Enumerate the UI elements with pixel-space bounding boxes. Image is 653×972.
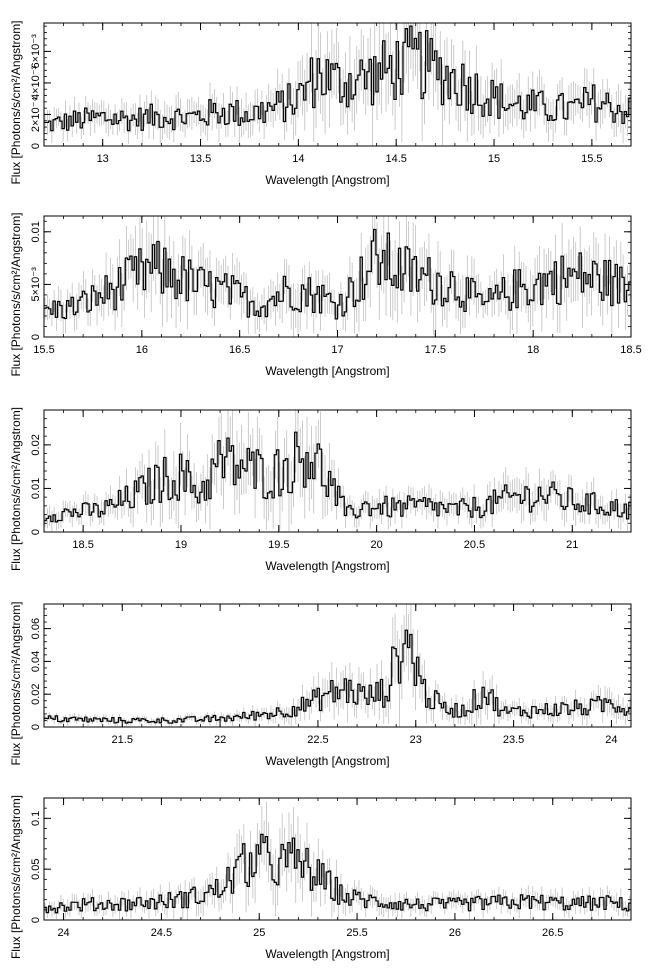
x-axis-label: Wavelength [Angstrom] — [265, 364, 389, 378]
error-bars — [44, 23, 631, 146]
plot-frame — [43, 22, 632, 147]
y-tick-label: 0.04 — [30, 651, 42, 672]
x-tick-label: 22 — [214, 734, 226, 746]
x-tick-label: 17 — [331, 344, 343, 356]
x-tick-label: 24 — [57, 927, 69, 939]
spectrum-line — [44, 228, 631, 320]
x-tick-label: 15.5 — [581, 153, 602, 165]
spectrum-line — [44, 629, 631, 724]
error-bars — [44, 410, 631, 532]
spectrum-line — [44, 431, 631, 523]
y-tick-label: 0.02 — [30, 683, 42, 704]
x-tick-label: 15 — [488, 153, 500, 165]
x-tick-label: 21.5 — [112, 734, 133, 746]
x-axis-label: Wavelength [Angstrom] — [265, 559, 389, 573]
y-tick-label: 0 — [30, 917, 42, 923]
y-tick-label: 4×10⁻³ — [30, 65, 42, 100]
error-bars — [44, 216, 631, 337]
y-tick-label: 6×10⁻³ — [30, 34, 42, 69]
chart-panel-5: 24 24.5 25 25.5 26 26.5 0 0.05 0.1 Wavelength [An… — [9, 795, 632, 961]
x-axis-label: Wavelength [Angstrom] — [265, 947, 389, 961]
error-bars — [44, 604, 631, 727]
y-axis-label: Flux [Photons/s/cm²/Angstrom] — [9, 795, 23, 959]
x-tick-label: 22.5 — [307, 734, 328, 746]
y-axis-label: Flux [Photons/s/cm²/Angstrom] — [9, 601, 23, 765]
y-tick-label: 0.01 — [30, 221, 42, 242]
y-tick-label: 0 — [30, 529, 42, 535]
y-tick-label: 2×10⁻⁴ — [30, 97, 42, 133]
x-tick-label: 26 — [449, 927, 461, 939]
x-tick-label: 14.5 — [385, 153, 406, 165]
x-tick-label: 23 — [410, 734, 422, 746]
x-tick-label: 24.5 — [151, 927, 172, 939]
x-axis-label: Wavelength [Angstrom] — [265, 754, 389, 768]
x-tick-label: 19 — [175, 539, 187, 551]
x-tick-label: 21 — [566, 539, 578, 551]
x-tick-label: 16 — [136, 344, 148, 356]
y-tick-label: 0.01 — [30, 478, 42, 499]
x-tick-label: 26.5 — [542, 927, 563, 939]
x-tick-label: 13 — [97, 153, 109, 165]
chart-panel-3: 18.5 19 19.5 20 20.5 21 0 0.01 0.02 Wavelength [A… — [9, 407, 632, 573]
x-tick-label: 20.5 — [464, 539, 485, 551]
x-tick-label: 24 — [605, 734, 617, 746]
chart-panel-4: 21.5 22 22.5 23 23.5 24 0 0.02 0.04 0.06 Wavelengt… — [9, 601, 632, 768]
y-axis-label: Flux [Photons/s/cm²/Angstrom] — [9, 212, 23, 376]
y-axis-label: Flux [Photons/s/cm²/Angstrom] — [9, 20, 23, 184]
y-tick-label: 0.06 — [30, 618, 42, 639]
y-tick-label: 0 — [30, 334, 42, 340]
x-tick-label: 17.5 — [425, 344, 446, 356]
plot-frame — [43, 603, 632, 728]
x-tick-label: 18 — [527, 344, 539, 356]
x-tick-label: 23.5 — [503, 734, 524, 746]
plot-frame — [43, 409, 632, 533]
x-tick-label: 13.5 — [190, 153, 211, 165]
x-tick-label: 20 — [371, 539, 383, 551]
x-tick-label: 18.5 — [72, 539, 93, 551]
y-tick-label: 0.1 — [30, 811, 42, 826]
x-tick-label: 25 — [253, 927, 265, 939]
chart-panel-2: 15.5 16 16.5 17 17.5 18 18.5 0 5×10⁻³ 0.01 Wavelen… — [9, 212, 642, 378]
x-tick-label: 14 — [292, 153, 304, 165]
x-tick-label: 15.5 — [33, 344, 54, 356]
x-tick-label: 18.5 — [620, 344, 641, 356]
y-tick-label: 5×10⁻³ — [30, 267, 42, 302]
y-tick-label: 0 — [30, 724, 42, 730]
y-tick-label: 0 — [30, 143, 42, 149]
spectrum-line — [44, 833, 631, 914]
x-axis-label: Wavelength [Angstrom] — [265, 173, 389, 187]
chart-panel-1: 13 13.5 14 14.5 15 15.5 0 2×10⁻⁴4×10⁻³6×10⁻³ Wav… — [9, 20, 632, 187]
x-tick-label: 19.5 — [268, 539, 289, 551]
x-tick-label: 16.5 — [229, 344, 250, 356]
spectrum-line — [44, 25, 631, 132]
x-tick-label: 25.5 — [346, 927, 367, 939]
y-axis-label: Flux [Photons/s/cm²/Angstrom] — [9, 407, 23, 571]
y-tick-label: 0.05 — [30, 858, 42, 879]
y-tick-label: 0.02 — [30, 434, 42, 455]
